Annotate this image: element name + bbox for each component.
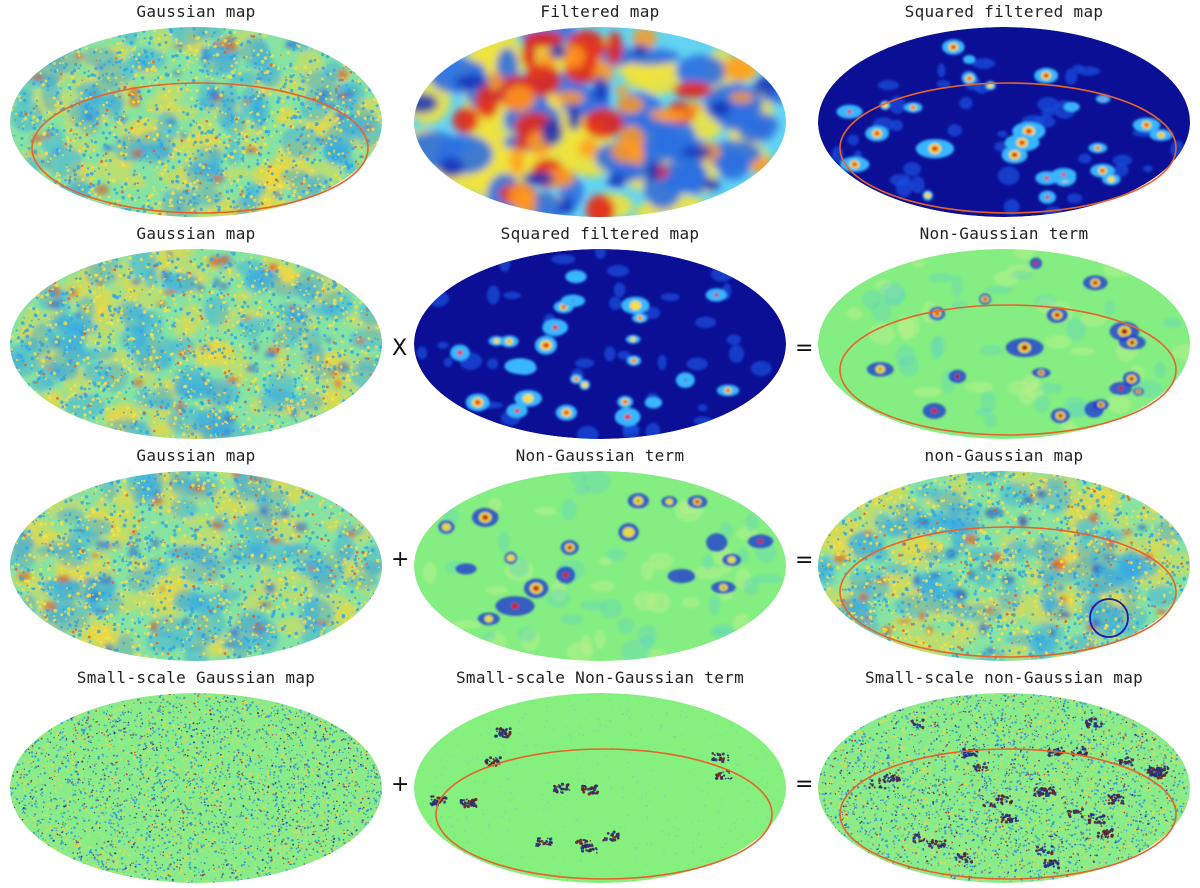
panel-r4-c3: Small-scale non-Gaussian map — [808, 666, 1200, 888]
mollweide-map — [814, 24, 1194, 220]
mollweide-map — [410, 690, 790, 886]
panel-r4-c2: Small-scale Non-Gaussian term — [404, 666, 796, 888]
panel-r4-c1: Small-scale Gaussian map — [0, 666, 392, 888]
panel-title: Small-scale Non-Gaussian term — [404, 668, 796, 687]
mollweide-map — [814, 468, 1194, 664]
panel-title: Filtered map — [404, 2, 796, 21]
panel-r1-c3: Squared filtered map — [808, 0, 1200, 222]
mollweide-map — [6, 690, 386, 886]
mollweide-map — [410, 468, 790, 664]
mollweide-map — [814, 246, 1194, 442]
mollweide-map — [6, 24, 386, 220]
mollweide-map — [814, 690, 1194, 886]
panel-title: Small-scale Gaussian map — [0, 668, 392, 687]
panel-title: Non-Gaussian term — [808, 224, 1200, 243]
mollweide-map — [410, 246, 790, 442]
panel-r1-c1: Gaussian map — [0, 0, 392, 222]
panel-title: Non-Gaussian term — [404, 446, 796, 465]
panel-title: Squared filtered map — [404, 224, 796, 243]
panel-r2-c1: Gaussian map — [0, 222, 392, 444]
panel-r2-c3: Non-Gaussian term — [808, 222, 1200, 444]
panel-title: Gaussian map — [0, 224, 392, 243]
panel-title: Gaussian map — [0, 446, 392, 465]
mollweide-map — [6, 468, 386, 664]
panel-r3-c1: Gaussian map — [0, 444, 392, 666]
panel-r1-c2: Filtered map — [404, 0, 796, 222]
mollweide-map — [410, 24, 790, 220]
panel-r2-c2: Squared filtered map — [404, 222, 796, 444]
panel-r3-c3: non-Gaussian map — [808, 444, 1200, 666]
panel-title: Squared filtered map — [808, 2, 1200, 21]
panel-title: non-Gaussian map — [808, 446, 1200, 465]
panel-title: Small-scale non-Gaussian map — [808, 668, 1200, 687]
panel-title: Gaussian map — [0, 2, 392, 21]
mollweide-map — [6, 246, 386, 442]
panel-r3-c2: Non-Gaussian term — [404, 444, 796, 666]
